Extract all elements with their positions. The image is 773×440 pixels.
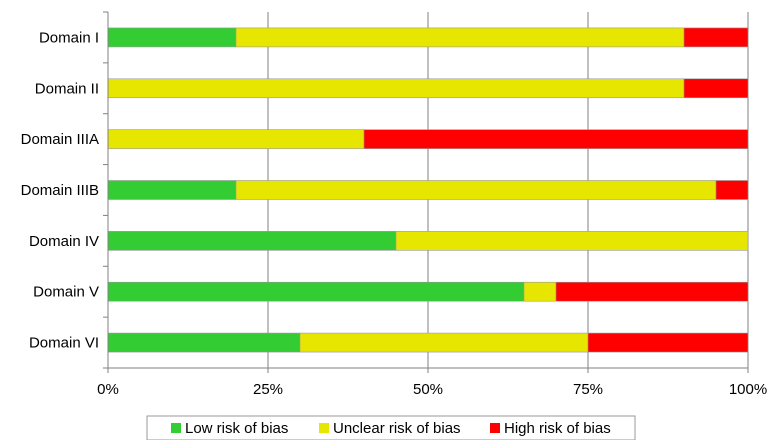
bar-segment-unclear-risk-of-bias <box>235 180 717 200</box>
bar-segment-low-risk-of-bias <box>107 281 525 302</box>
bar-segment-high-risk-of-bias <box>555 281 749 302</box>
bar-segment-unclear-risk-of-bias <box>395 231 749 251</box>
x-tick-label: 0% <box>97 381 119 398</box>
category-label: Domain IV <box>29 233 99 250</box>
category-label: Domain IIIA <box>21 131 99 148</box>
legend-label: High risk of bias <box>504 420 611 437</box>
bar-segment-high-risk-of-bias <box>715 180 749 200</box>
bar-segment-low-risk-of-bias <box>107 27 237 48</box>
bar-segment-unclear-risk-of-bias <box>235 27 685 48</box>
bar-segment-low-risk-of-bias <box>107 231 397 251</box>
bar-segment-unclear-risk-of-bias <box>523 281 557 302</box>
x-tick-label: 50% <box>413 381 443 398</box>
category-label: Domain VI <box>29 335 99 352</box>
bar-segment-high-risk-of-bias <box>683 78 749 99</box>
bar-segment-high-risk-of-bias <box>587 332 749 353</box>
category-label: Domain II <box>35 80 99 97</box>
bar-segment-low-risk-of-bias <box>107 332 301 353</box>
x-tick-label: 25% <box>253 381 283 398</box>
category-label: Domain IIIB <box>21 182 99 199</box>
x-tick-label: 75% <box>573 381 603 398</box>
bar-segment-unclear-risk-of-bias <box>107 78 685 99</box>
bar-segment-unclear-risk-of-bias <box>299 332 589 353</box>
bar-segment-low-risk-of-bias <box>107 180 237 200</box>
category-label: Domain V <box>33 284 99 301</box>
labels: 0% 25% 50% 75% 100% Domain I Domain II Domain I… <box>21 29 768 398</box>
bar-segment-high-risk-of-bias <box>363 129 749 149</box>
legend-label: Unclear risk of bias <box>333 420 461 437</box>
axes <box>103 11 749 373</box>
bar-segment-unclear-risk-of-bias <box>107 129 365 149</box>
legend-label: Low risk of bias <box>185 420 288 437</box>
x-tick-label: 100% <box>729 381 767 398</box>
legend-swatch <box>319 423 329 433</box>
legend-swatch <box>490 423 500 433</box>
legend: Low risk of bias Unclear risk of bias High… <box>146 415 636 440</box>
bar-segment-high-risk-of-bias <box>683 27 749 48</box>
category-label: Domain I <box>39 29 99 46</box>
bars <box>107 27 749 353</box>
legend-swatch <box>171 423 181 433</box>
legend-box <box>146 415 636 440</box>
